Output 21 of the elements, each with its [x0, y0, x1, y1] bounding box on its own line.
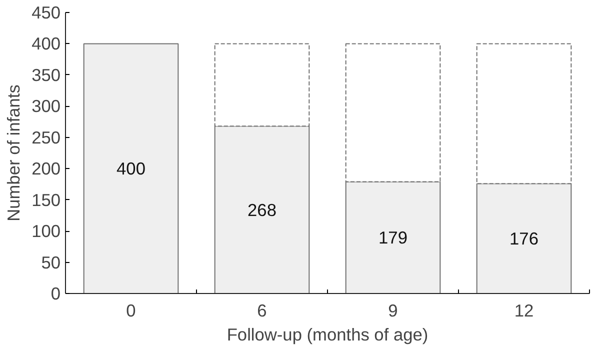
data-label: 179 — [378, 228, 408, 248]
y-axis-title: Number of infants — [4, 84, 24, 222]
data-label: 400 — [116, 158, 146, 179]
y-tick-label: 100 — [32, 221, 61, 242]
x-axis-title: Follow-up (months of age) — [226, 324, 428, 344]
y-tick-label: 250 — [32, 127, 61, 148]
x-tick-label: 12 — [514, 300, 534, 320]
y-tick-label: 50 — [41, 252, 61, 272]
y-tick-label: 150 — [32, 190, 61, 210]
y-tick-label: 400 — [32, 34, 61, 54]
y-tick-label: 450 — [32, 2, 61, 22]
y-tick-label: 300 — [32, 96, 61, 116]
bar — [83, 43, 179, 294]
data-label: 268 — [248, 200, 276, 220]
x-tick-label: 9 — [388, 300, 398, 320]
y-tick-label: 200 — [32, 158, 61, 179]
data-label: 176 — [510, 228, 538, 249]
y-tick-label: 350 — [32, 64, 61, 85]
x-tick-label: 0 — [126, 300, 136, 320]
y-tick-label: 0 — [50, 284, 61, 304]
x-tick-label: 6 — [257, 300, 267, 320]
